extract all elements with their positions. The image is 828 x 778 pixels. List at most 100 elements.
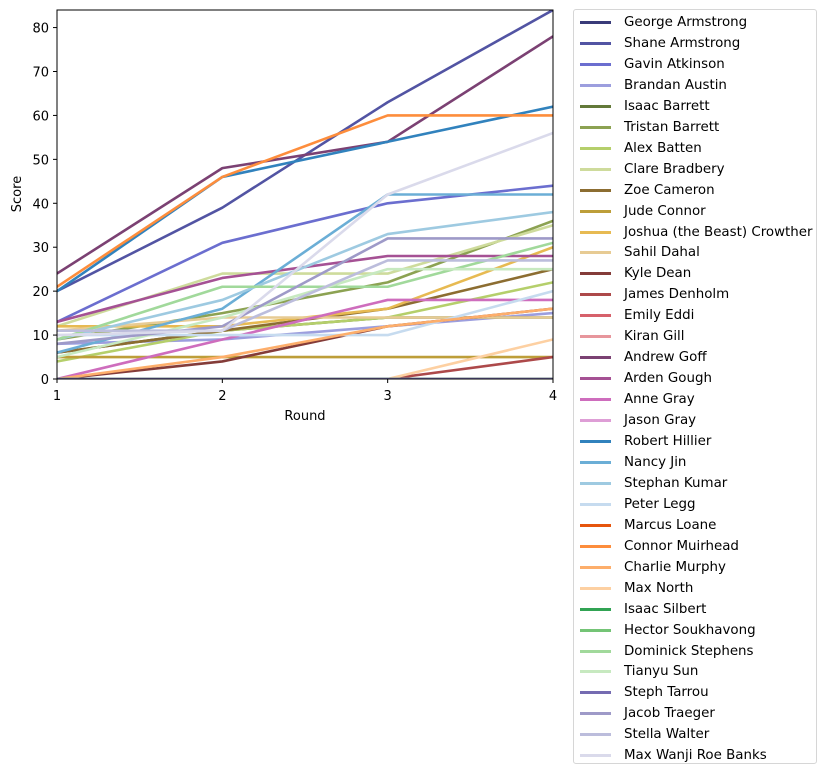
legend-item: Arden Gough xyxy=(580,368,712,389)
legend-label: Robert Hillier xyxy=(624,434,712,449)
legend-swatch-icon xyxy=(580,754,611,758)
legend-item: Peter Legg xyxy=(580,494,696,515)
legend-label: James Denholm xyxy=(624,287,730,303)
legend-item: Stella Walter xyxy=(580,724,709,745)
y-tick-label: 0 xyxy=(41,373,49,388)
legend-item: Anne Gray xyxy=(580,389,695,410)
legend-label: Dominick Stephens xyxy=(624,643,754,659)
legend-swatch-icon xyxy=(580,230,611,234)
legend-label: Kiran Gill xyxy=(624,329,685,345)
legend-swatch-icon xyxy=(580,377,611,381)
series-line xyxy=(57,338,553,379)
legend-label: Jason Gray xyxy=(624,413,697,429)
legend-item: Kiran Gill xyxy=(580,326,685,347)
legend-swatch-icon xyxy=(580,586,611,590)
legend-item: Kyle Dean xyxy=(580,263,691,284)
legend-swatch-icon xyxy=(580,167,611,171)
legend-item: Sahil Dahal xyxy=(580,242,700,263)
series-line xyxy=(57,237,553,346)
x-tick-label: 1 xyxy=(53,389,61,404)
legend-label: Stephan Kumar xyxy=(624,475,728,491)
legend-item: Isaac Barrett xyxy=(580,96,710,117)
legend-item: Tianyu Sun xyxy=(580,661,698,682)
legend-label: Sahil Dahal xyxy=(624,245,700,261)
legend-item: Marcus Loane xyxy=(580,515,716,536)
x-axis-label: Round xyxy=(284,409,325,424)
legend-swatch-icon xyxy=(580,649,611,653)
chart-legend: George Armstrong Shane Armstrong Gavin Atk… xyxy=(573,9,817,764)
y-tick-label: 40 xyxy=(32,197,49,212)
legend-label: Tristan Barrett xyxy=(624,119,720,135)
legend-label: Clare Bradbery xyxy=(624,161,725,177)
legend-label: Jacob Traeger xyxy=(624,706,715,722)
x-tick-label: 2 xyxy=(218,389,226,404)
legend-label: Isaac Barrett xyxy=(624,98,710,114)
legend-label: Stella Walter xyxy=(624,727,710,743)
legend-item: Steph Tarrou xyxy=(580,682,709,703)
series-line xyxy=(57,307,553,379)
series-line xyxy=(57,298,553,379)
series-line xyxy=(57,105,553,293)
legend-swatch-icon xyxy=(580,314,611,318)
plot-lines xyxy=(57,10,553,379)
legend-label: Isaac Silbert xyxy=(624,601,707,617)
y-tick-label: 20 xyxy=(32,285,49,300)
legend-label: George Armstrong xyxy=(624,15,748,30)
legend-swatch-icon xyxy=(580,125,611,129)
legend-label: Arden Gough xyxy=(624,371,712,387)
legend-swatch-icon xyxy=(580,565,611,569)
legend-label: Max North xyxy=(624,580,694,596)
legend-swatch-icon xyxy=(580,293,611,297)
legend-item: Connor Muirhead xyxy=(580,536,739,557)
series-line xyxy=(57,35,553,275)
legend-item: Robert Hillier xyxy=(580,431,711,452)
y-tick-label: 60 xyxy=(32,109,49,124)
legend-item: Jude Connor xyxy=(580,201,706,222)
legend-item: Emily Eddi xyxy=(580,305,694,326)
series-line xyxy=(57,114,553,288)
legend-swatch-icon xyxy=(580,440,611,443)
legend-swatch-icon xyxy=(580,62,611,66)
series-line xyxy=(57,355,553,379)
legend-swatch-icon xyxy=(580,251,611,255)
legend-swatch-icon xyxy=(580,607,611,611)
legend-swatch-icon xyxy=(580,188,611,192)
legend-label: Jude Connor xyxy=(624,203,706,219)
legend-label: Nancy Jin xyxy=(624,454,687,470)
legend-label: Charlie Murphy xyxy=(624,559,726,575)
series-line xyxy=(57,267,553,359)
legend-swatch-icon xyxy=(580,21,611,24)
legend-label: Hector Soukhavong xyxy=(624,622,756,638)
legend-label: Max Wanji Roe Banks xyxy=(624,748,767,764)
legend-label: Tianyu Sun xyxy=(624,664,699,680)
legend-item: Jacob Traeger xyxy=(580,703,715,724)
legend-label: Joshua (the Beast) Crowther xyxy=(624,224,813,240)
legend-swatch-icon xyxy=(580,628,611,632)
legend-swatch-icon xyxy=(580,209,611,213)
legend-label: Peter Legg xyxy=(624,496,696,512)
x-axis: 1 2 3 4 xyxy=(53,379,557,404)
y-tick-label: 30 xyxy=(32,241,49,256)
x-tick-label: 4 xyxy=(549,389,557,404)
y-tick-label: 50 xyxy=(32,153,49,168)
legend-item: Charlie Murphy xyxy=(580,557,726,578)
legend-swatch-icon xyxy=(580,670,611,674)
legend-swatch-icon xyxy=(580,398,611,402)
y-tick-label: 10 xyxy=(32,329,49,344)
legend-item: Tristan Barrett xyxy=(580,117,719,138)
series-line xyxy=(57,259,553,332)
legend-item: Nancy Jin xyxy=(580,452,686,473)
legend-item: Gavin Atkinson xyxy=(580,54,725,75)
legend-swatch-icon xyxy=(580,691,611,695)
legend-item: George Armstrong xyxy=(580,12,747,33)
legend-swatch-icon xyxy=(580,460,611,464)
legend-swatch-icon xyxy=(580,712,611,716)
legend-label: Emily Eddi xyxy=(624,308,695,324)
legend-label: Andrew Goff xyxy=(624,350,707,366)
legend-item: Max North xyxy=(580,578,693,599)
legend-label: Gavin Atkinson xyxy=(624,56,725,72)
legend-label: Kyle Dean xyxy=(624,266,692,282)
legend-item: Clare Bradbery xyxy=(580,159,725,180)
x-tick-label: 3 xyxy=(384,389,392,404)
legend-label: Anne Gray xyxy=(624,392,695,408)
